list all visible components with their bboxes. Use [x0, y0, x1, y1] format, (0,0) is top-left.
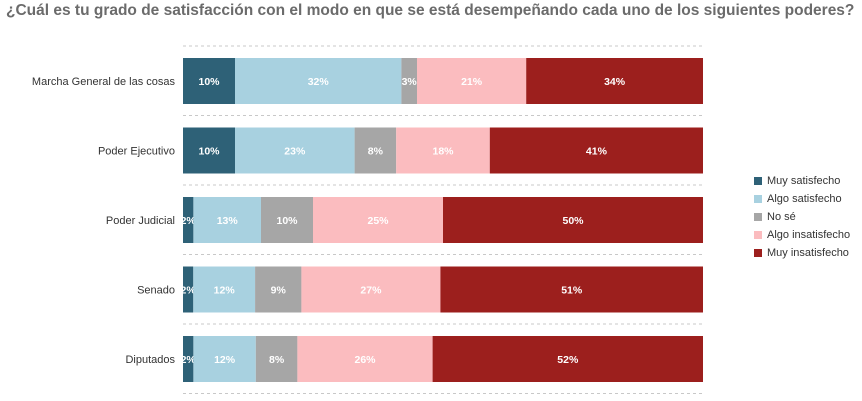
- legend-label: Muy insatisfecho: [767, 247, 849, 259]
- data-label: 9%: [271, 285, 287, 297]
- data-label: 23%: [284, 146, 306, 158]
- data-label: 26%: [354, 354, 376, 366]
- data-label: 10%: [198, 76, 220, 88]
- chart-title: ¿Cuál es tu grado de satisfacción con el…: [6, 2, 855, 19]
- legend-item-algo-satisfecho: Algo satisfecho: [754, 190, 850, 208]
- bar-no-se-diputados: [255, 336, 298, 382]
- data-label: 18%: [432, 146, 454, 158]
- bar-muy-satisfecho-senado: [183, 266, 194, 313]
- bar-muy-insatisfecho-poder-judicial: [443, 197, 703, 243]
- data-label: 50%: [562, 215, 584, 227]
- legend-swatch: [754, 249, 762, 257]
- data-label: 12%: [214, 354, 236, 366]
- legend-swatch: [754, 195, 762, 203]
- bar-muy-insatisfecho-marcha-general-de-las-cosas: [526, 58, 703, 104]
- data-label: 41%: [586, 146, 608, 158]
- bar-algo-satisfecho-diputados: [193, 336, 256, 382]
- category-label: Diputados: [125, 354, 175, 366]
- bar-algo-insatisfecho-marcha-general-de-las-cosas: [417, 58, 527, 104]
- data-label: 34%: [604, 76, 626, 88]
- legend-swatch: [754, 213, 762, 221]
- legend-item-no-se: No sé: [754, 208, 850, 226]
- data-label: 13%: [217, 215, 239, 227]
- data-label: 10%: [198, 146, 220, 158]
- bar-algo-insatisfecho-diputados: [297, 336, 433, 382]
- category-label: Poder Judicial: [106, 215, 175, 227]
- legend-swatch: [754, 231, 762, 239]
- bar-algo-insatisfecho-senado: [301, 266, 441, 313]
- data-label: 8%: [368, 146, 384, 158]
- data-label: 21%: [461, 76, 483, 88]
- data-label: 32%: [308, 76, 330, 88]
- legend-swatch: [754, 177, 762, 185]
- data-label: 3%: [402, 76, 418, 88]
- data-label: 2%: [181, 215, 197, 227]
- data-label: 27%: [360, 285, 382, 297]
- legend-label: Algo insatisfecho: [767, 229, 851, 241]
- bar-muy-satisfecho-marcha-general-de-las-cosas: [183, 58, 235, 104]
- legend-item-algo-insatisfecho: Algo insatisfecho: [754, 226, 850, 244]
- bar-muy-satisfecho-diputados: [183, 336, 194, 382]
- bar-muy-insatisfecho-poder-ejecutivo: [489, 127, 703, 174]
- bar-no-se-senado: [255, 266, 302, 313]
- legend-item-muy-insatisfecho: Muy insatisfecho: [754, 244, 850, 262]
- category-label: Senado: [137, 285, 175, 297]
- legend-label: No sé: [767, 211, 796, 223]
- bar-no-se-poder-judicial: [261, 197, 313, 243]
- bar-algo-satisfecho-marcha-general-de-las-cosas: [235, 58, 402, 104]
- data-label: 25%: [367, 215, 389, 227]
- bar-muy-insatisfecho-senado: [440, 266, 703, 313]
- legend-item-muy-satisfecho: Muy satisfecho: [754, 172, 850, 190]
- bar-algo-insatisfecho-poder-ejecutivo: [396, 127, 490, 174]
- category-label: Marcha General de las cosas: [32, 76, 176, 88]
- legend: Muy satisfecho Algo satisfecho No sé Algo i…: [754, 172, 850, 262]
- bar-no-se-marcha-general-de-las-cosas: [401, 58, 417, 104]
- legend-label: Algo satisfecho: [767, 193, 842, 205]
- bar-muy-satisfecho-poder-ejecutivo: [183, 127, 235, 174]
- data-label: 2%: [181, 285, 197, 297]
- legend-label: Muy satisfecho: [767, 175, 841, 187]
- data-label: 12%: [214, 285, 236, 297]
- bar-muy-satisfecho-poder-judicial: [183, 197, 194, 243]
- category-label: Poder Ejecutivo: [98, 146, 175, 158]
- data-label: 51%: [561, 285, 583, 297]
- bar-algo-satisfecho-poder-ejecutivo: [235, 127, 355, 174]
- bar-muy-insatisfecho-diputados: [432, 336, 703, 382]
- data-label: 10%: [276, 215, 298, 227]
- bar-algo-satisfecho-senado: [193, 266, 256, 313]
- data-label: 52%: [557, 354, 579, 366]
- data-label: 8%: [269, 354, 285, 366]
- data-label: 2%: [181, 354, 197, 366]
- bar-algo-insatisfecho-poder-judicial: [313, 197, 443, 243]
- bar-algo-satisfecho-poder-judicial: [193, 197, 261, 243]
- bar-no-se-poder-ejecutivo: [354, 127, 397, 174]
